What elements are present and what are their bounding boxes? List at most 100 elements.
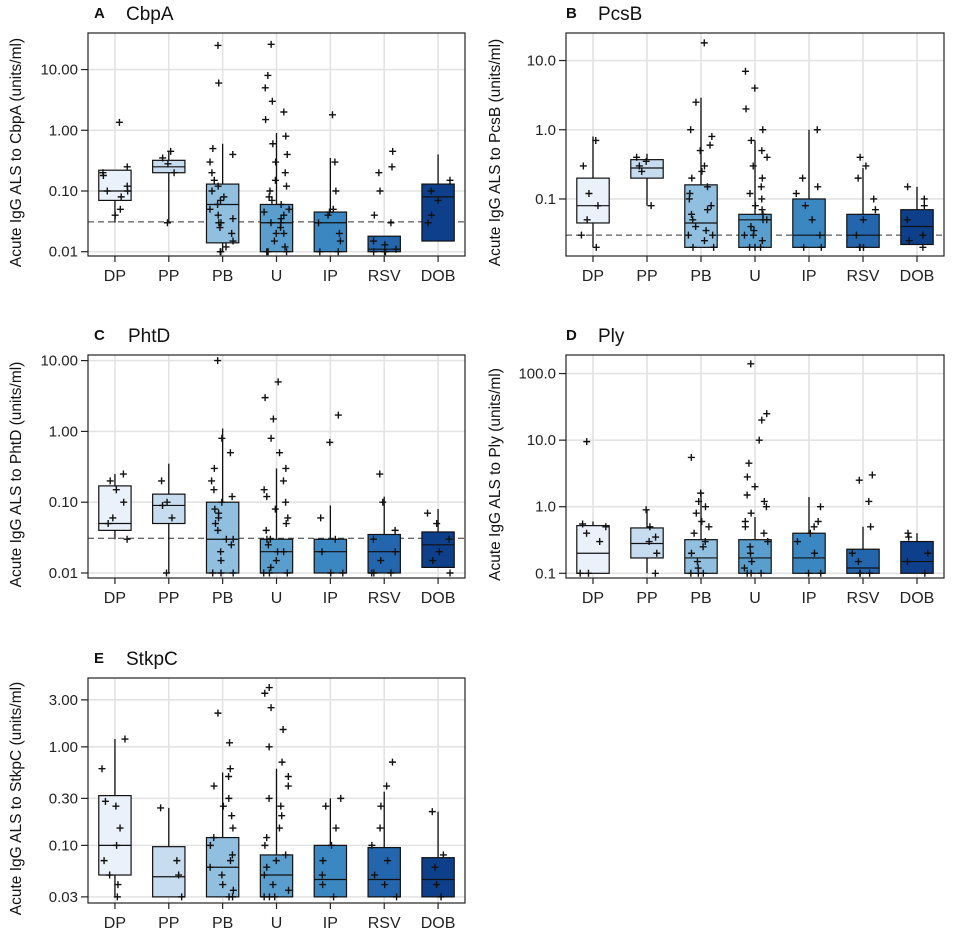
data-point <box>267 219 275 227</box>
data-point <box>285 205 293 213</box>
data-point <box>270 237 278 245</box>
data-point <box>903 216 911 224</box>
data-point <box>317 514 325 522</box>
data-point <box>275 824 283 832</box>
data-point <box>758 237 766 245</box>
data-point <box>283 150 291 158</box>
data-point <box>740 231 748 239</box>
data-point <box>175 871 183 879</box>
panel-title: PcsB <box>598 4 642 25</box>
data-point <box>446 569 454 577</box>
data-point <box>445 535 453 543</box>
data-point <box>278 812 286 820</box>
data-point <box>816 231 824 239</box>
data-point <box>763 410 771 418</box>
data-point <box>114 881 122 889</box>
data-point <box>764 538 772 546</box>
data-point <box>743 491 751 499</box>
x-tick-label: PP <box>158 590 179 607</box>
data-point <box>757 183 765 191</box>
data-point <box>904 183 912 191</box>
data-point <box>209 145 217 153</box>
data-point <box>269 140 277 148</box>
data-point <box>214 709 222 717</box>
data-point <box>271 176 279 184</box>
data-point <box>868 471 876 479</box>
data-point <box>696 147 704 155</box>
data-point <box>218 498 226 506</box>
data-point <box>424 509 432 517</box>
y-tick-label: 10.0 <box>527 432 556 449</box>
x-tick-label: U <box>749 590 761 607</box>
panel-e: 0.03 0.10 0.30 1.00 3.00 DP PP PB U IP RSV DOB Acute… <box>8 649 466 932</box>
data-point <box>264 541 272 549</box>
x-tick-label: DP <box>104 590 126 607</box>
x-tick-label: DOB <box>421 590 456 607</box>
box-ip <box>792 198 826 248</box>
data-point <box>265 893 273 901</box>
data-point <box>206 841 214 849</box>
x-tick-label: DOB <box>421 915 456 932</box>
data-point <box>759 210 767 218</box>
data-point <box>377 557 385 565</box>
data-point <box>387 219 395 227</box>
data-point <box>332 824 340 832</box>
x-tick-label: U <box>271 590 283 607</box>
data-point <box>267 40 275 48</box>
data-point <box>369 535 377 543</box>
data-point <box>747 509 755 517</box>
data-point <box>229 824 237 832</box>
data-point <box>326 438 334 446</box>
box-ip <box>313 538 348 574</box>
data-point <box>269 881 277 889</box>
data-point <box>100 857 108 865</box>
data-point <box>870 195 878 203</box>
box-ip <box>313 211 348 253</box>
data-point <box>263 493 271 501</box>
data-point <box>388 163 396 171</box>
data-point <box>801 202 809 210</box>
data-point <box>814 517 822 525</box>
data-point <box>584 569 592 577</box>
y-tick-label: 0.01 <box>49 244 78 261</box>
panel-d: 0.1 1.0 10.0 100.0 DP PP PB U IP RSV DOB Acute IgG … <box>487 326 945 607</box>
data-point <box>700 237 708 245</box>
data-point <box>370 211 378 219</box>
y-axis-label: Acute IgG ALS to Ply (units/ml) <box>487 368 504 581</box>
box-ip <box>313 844 348 898</box>
y-tick-label: 0.10 <box>49 837 78 854</box>
data-point <box>261 84 269 92</box>
panel-b: 0.1 1.0 10.0 DP PP PB U IP RSV DOB Acute IgG ALS t… <box>487 4 945 285</box>
y-tick-label: 1.0 <box>535 122 556 139</box>
data-point <box>120 498 128 506</box>
data-point <box>265 684 273 692</box>
data-point <box>271 505 279 513</box>
data-point <box>216 248 224 256</box>
data-point <box>279 477 287 485</box>
data-point <box>220 193 228 201</box>
data-point <box>109 514 117 522</box>
panel-a: 0.01 0.10 1.00 10.00 DP PP PB U IP RSV DOB Acute Ig… <box>8 4 466 285</box>
data-point <box>758 195 766 203</box>
data-point <box>277 802 285 810</box>
data-point <box>699 569 707 577</box>
data-point <box>805 569 813 577</box>
data-point <box>905 237 913 245</box>
data-point <box>267 434 275 442</box>
data-point <box>316 248 324 256</box>
data-point <box>226 765 234 773</box>
data-point <box>319 881 327 889</box>
x-tick-label: DP <box>582 268 604 285</box>
data-point <box>217 548 225 556</box>
data-point <box>225 794 233 802</box>
data-point <box>274 378 282 386</box>
data-point <box>428 211 436 219</box>
y-tick-label: 10.00 <box>40 353 78 370</box>
data-point <box>173 857 181 865</box>
data-point <box>279 726 287 734</box>
data-point <box>216 224 224 232</box>
data-point <box>810 549 818 557</box>
data-point <box>747 569 755 577</box>
data-point <box>751 84 759 92</box>
y-tick-label: 10.00 <box>40 62 78 79</box>
